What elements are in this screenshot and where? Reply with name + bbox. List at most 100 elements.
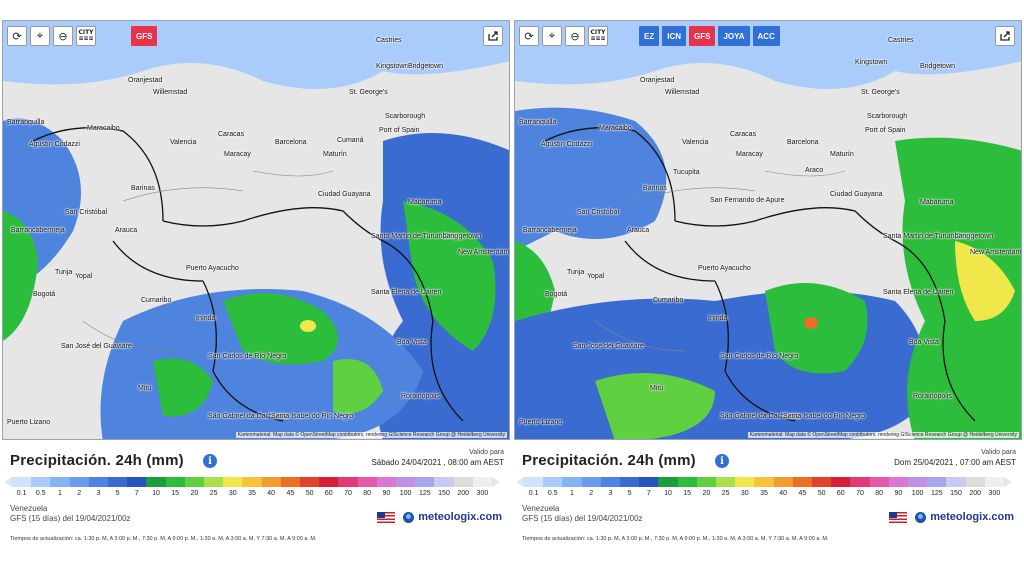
scale-tick-label: 1 (570, 490, 574, 497)
location-pin-icon[interactable]: ⌖ (542, 26, 562, 46)
color-scale-segment (946, 477, 966, 487)
city-label: New Amsterdam (970, 249, 1022, 256)
city-label: Barrancabermeja (11, 227, 65, 234)
city-label: Barranquilla (7, 119, 45, 126)
color-scale-segment (376, 477, 397, 487)
zoom-out-icon[interactable]: ⊖ (53, 26, 73, 46)
city-label: Georgetown (955, 233, 994, 240)
location-pin-icon[interactable]: ⌖ (30, 26, 50, 46)
city-label: Yopal (587, 273, 605, 280)
model-run-info: GFS (15 días) del 19/04/2021/00z (522, 514, 643, 523)
city-label: St. George's (349, 89, 388, 96)
color-scale-segment (965, 477, 985, 487)
share-icon[interactable] (483, 26, 503, 46)
info-icon[interactable]: i (715, 454, 729, 468)
city-label: Inírida (708, 315, 728, 322)
city-label: Cumaribo (653, 297, 684, 304)
model-button-joya[interactable]: JOYA (718, 26, 750, 46)
color-scale-segment (472, 477, 493, 487)
scale-tick-label: 100 (911, 490, 924, 497)
map-layer (515, 21, 1021, 439)
color-scale (12, 477, 493, 487)
city-label: San José del Guaviare (573, 343, 644, 350)
region-label: Venezuela (10, 504, 48, 513)
refresh-icon[interactable]: ⟳ (7, 26, 27, 46)
city-label: Maracay (224, 151, 251, 158)
precipitation-map[interactable]: ⟳ ⌖ ⊖ CITY ≡≡≡ GFS Castries Kingstown Br… (2, 20, 510, 440)
refresh-icon[interactable]: ⟳ (519, 26, 539, 46)
scale-tick-label: 125 (930, 490, 943, 497)
scale-tick-label: 50 (305, 490, 314, 497)
city-label: Barinas (131, 185, 155, 192)
color-scale-segment (716, 477, 736, 487)
scale-tick-label: 150 (438, 490, 450, 497)
city-label: Oranjestad (640, 77, 675, 84)
scale-tick-label: 15 (683, 490, 692, 497)
city-label: Cumaribo (141, 297, 172, 304)
city-label: Mabaruma (408, 199, 442, 206)
color-scale-segment (581, 477, 601, 487)
scale-arrow-left (516, 477, 524, 487)
color-scale-segment (165, 477, 185, 487)
scale-tick-label: 90 (894, 490, 903, 497)
scale-arrow-right (1004, 477, 1012, 487)
color-scale-segment (415, 477, 435, 487)
color-scale-segment (88, 477, 109, 487)
scale-ticks: 0.1 0.5 1 2 3 5 7 10 15 20 25 30 35 40 45 50 60 70 80 90 100… (524, 490, 1004, 500)
color-scale-segment (696, 477, 717, 487)
color-scale-segment (543, 477, 563, 487)
zoom-out-icon[interactable]: ⊖ (565, 26, 585, 46)
scale-tick-label: 15 (171, 490, 180, 497)
map-attribution: Kartenmaterial: Map data © OpenStreetMap… (235, 432, 507, 438)
city-label: St. George's (861, 89, 900, 96)
color-scale-segment (658, 477, 678, 487)
city-label: Willemstad (665, 89, 700, 96)
model-button-gfs[interactable]: GFS (131, 26, 158, 46)
precipitation-map[interactable]: ⟳ ⌖ ⊖ CITY ≡≡≡ EZ ICN GFS JOYA ACC Castr… (514, 20, 1022, 440)
city-label: Puerto Ayacucho (698, 265, 751, 272)
city-labels-toggle[interactable]: CITY ≡≡≡ (76, 26, 96, 46)
color-scale-segment (620, 477, 640, 487)
model-button-icn[interactable]: ICN (662, 26, 687, 46)
scale-tick-label: 2 (77, 490, 82, 497)
share-icon[interactable] (995, 26, 1015, 46)
brand[interactable]: meteologix.com (889, 511, 1014, 523)
brand[interactable]: meteologix.com (377, 511, 502, 523)
city-label: Tunja (567, 269, 585, 276)
scale-tick-label: 7 (134, 490, 139, 497)
color-scale-segment (773, 477, 793, 487)
brand-name: meteologix.com (930, 511, 1014, 523)
city-toggle-label: CITY (590, 29, 606, 36)
color-scale-segment (12, 477, 32, 487)
city-label: Bridgetown (408, 63, 444, 70)
us-flag-icon[interactable] (377, 511, 396, 523)
forecast-panel-left: ⟳ ⌖ ⊖ CITY ≡≡≡ GFS Castries Kingstown Br… (2, 20, 510, 550)
scale-tick-label: 125 (418, 490, 431, 497)
city-labels-toggle[interactable]: CITY ≡≡≡ (588, 26, 608, 46)
color-scale-segment (888, 477, 909, 487)
city-label: Maracay (736, 151, 763, 158)
city-label: Scarborough (385, 113, 426, 120)
color-scale-segment (850, 477, 870, 487)
color-scale-segment (434, 477, 454, 487)
info-icon[interactable]: i (203, 454, 217, 468)
color-scale-segment (223, 477, 243, 487)
scale-tick-label: 5 (627, 490, 632, 497)
model-button-ez[interactable]: EZ (639, 26, 660, 46)
color-scale-segment (677, 477, 697, 487)
city-label: San Fernando de Apure (710, 197, 785, 204)
model-button-acc[interactable]: ACC (752, 26, 780, 46)
model-button-gfs[interactable]: GFS (689, 26, 716, 46)
scale-tick-label: 60 (324, 490, 333, 497)
model-selector: EZ ICN GFS JOYA ACC (639, 26, 780, 46)
scale-tick-label: 10 (152, 490, 160, 497)
city-label: Santa Isabel do Rio Negro (783, 413, 866, 420)
us-flag-icon[interactable] (889, 511, 908, 523)
map-layer (3, 21, 509, 439)
city-label: Mitú (650, 385, 664, 392)
city-label: Cumaná (337, 137, 364, 144)
city-label: Inírida (196, 315, 216, 322)
city-label: Santa Martín de Turumbang (883, 233, 971, 240)
scale-tick-label: 200 (969, 490, 982, 497)
scale-tick-label: 200 (457, 490, 470, 497)
